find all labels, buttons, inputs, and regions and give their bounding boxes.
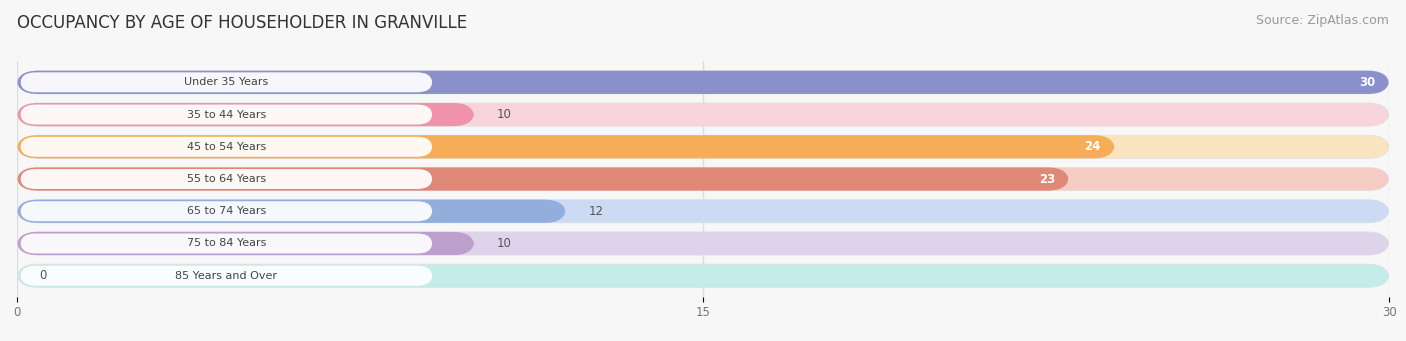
Text: 10: 10 xyxy=(498,108,512,121)
FancyBboxPatch shape xyxy=(17,135,1115,159)
Text: 75 to 84 Years: 75 to 84 Years xyxy=(187,238,266,249)
Text: 85 Years and Over: 85 Years and Over xyxy=(176,271,277,281)
FancyBboxPatch shape xyxy=(21,234,432,253)
FancyBboxPatch shape xyxy=(17,103,1389,126)
FancyBboxPatch shape xyxy=(17,199,1389,223)
FancyBboxPatch shape xyxy=(21,105,432,124)
FancyBboxPatch shape xyxy=(17,199,565,223)
Text: 10: 10 xyxy=(498,237,512,250)
FancyBboxPatch shape xyxy=(21,201,432,221)
Text: 12: 12 xyxy=(589,205,603,218)
FancyBboxPatch shape xyxy=(17,232,474,255)
FancyBboxPatch shape xyxy=(17,71,1389,94)
Text: 0: 0 xyxy=(39,269,48,282)
Text: 23: 23 xyxy=(1039,173,1056,186)
Text: 35 to 44 Years: 35 to 44 Years xyxy=(187,109,266,120)
FancyBboxPatch shape xyxy=(21,72,432,92)
FancyBboxPatch shape xyxy=(17,71,1389,94)
Text: 55 to 64 Years: 55 to 64 Years xyxy=(187,174,266,184)
Text: 24: 24 xyxy=(1084,140,1101,153)
FancyBboxPatch shape xyxy=(21,137,432,157)
Text: 65 to 74 Years: 65 to 74 Years xyxy=(187,206,266,216)
FancyBboxPatch shape xyxy=(21,266,432,286)
FancyBboxPatch shape xyxy=(17,135,1389,159)
FancyBboxPatch shape xyxy=(17,167,1069,191)
Text: 45 to 54 Years: 45 to 54 Years xyxy=(187,142,266,152)
FancyBboxPatch shape xyxy=(17,167,1389,191)
FancyBboxPatch shape xyxy=(21,169,432,189)
Text: OCCUPANCY BY AGE OF HOUSEHOLDER IN GRANVILLE: OCCUPANCY BY AGE OF HOUSEHOLDER IN GRANV… xyxy=(17,14,467,32)
FancyBboxPatch shape xyxy=(17,264,1389,287)
Text: Source: ZipAtlas.com: Source: ZipAtlas.com xyxy=(1256,14,1389,27)
Text: Under 35 Years: Under 35 Years xyxy=(184,77,269,87)
FancyBboxPatch shape xyxy=(17,103,474,126)
Text: 30: 30 xyxy=(1360,76,1375,89)
FancyBboxPatch shape xyxy=(17,232,1389,255)
